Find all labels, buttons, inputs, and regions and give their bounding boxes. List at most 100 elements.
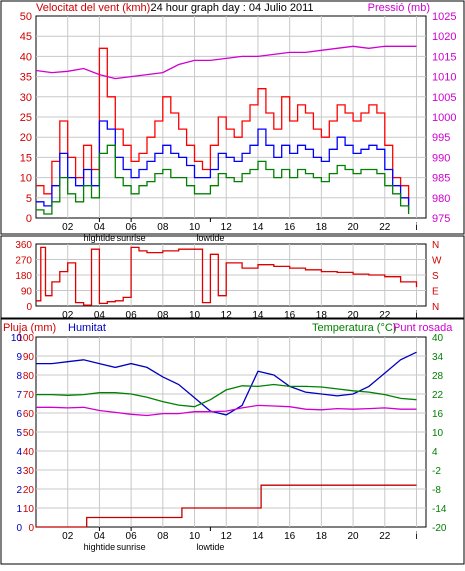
pressure-axis-label: Pressió (mb) [368, 2, 430, 14]
x-tick-label: 18 [316, 310, 328, 321]
direction-series [36, 246, 418, 306]
right-tick-label: -8 [432, 485, 441, 496]
rain-axis-label: Pluja (mm) [3, 322, 56, 334]
series-line-pressi- [35, 45, 417, 80]
x-tick-label: 14 [252, 310, 264, 321]
left-tick-label: 40 [20, 51, 32, 63]
right-tick-label: 1015 [432, 51, 456, 63]
left-tick-label: 270 [15, 256, 32, 267]
weather-event-markers: hightide sunrise lowtide [84, 527, 224, 552]
left-tick-label: 0 [26, 302, 32, 313]
right-tick-label: 1020 [432, 31, 456, 43]
dewpoint-axis-label: Punt rosada [393, 322, 453, 334]
right-tick-label: 1025 [432, 11, 456, 23]
x-tick-label: 14 [252, 531, 264, 542]
left-tick-label: 20 [23, 485, 35, 496]
left-inner-tick-label: 0 [16, 523, 22, 534]
x-tick-label: 06 [126, 531, 138, 542]
right-tick-label: 995 [432, 132, 450, 144]
x-tick-label: 06 [126, 310, 138, 321]
weather-right-ticks: -20 -14 -8 -2 4 10 16 22 28 34 40 [432, 333, 447, 534]
x-tick-label: 10 [189, 222, 201, 233]
event-marker-label: hightide [84, 542, 116, 552]
wind-series [35, 45, 417, 215]
right-tick-label: 10 [432, 428, 444, 439]
temperature-axis-label: Temperatura (°C) [312, 322, 396, 334]
left-inner-tick-label: 3 [16, 466, 22, 477]
series-line-velocitat-mitjana [36, 144, 410, 215]
left-inner-tick-label: 10 [11, 333, 23, 344]
x-tick-label: 10 [189, 531, 201, 542]
right-tick-label: N [432, 240, 439, 251]
left-inner-tick-label: 8 [16, 371, 22, 382]
event-marker-label: lowtide [196, 233, 224, 243]
left-tick-label: 90 [23, 352, 35, 363]
left-tick-label: 50 [23, 428, 35, 439]
x-tick-label: 20 [348, 222, 360, 233]
right-tick-label: 4 [432, 447, 438, 458]
left-tick-label: 30 [23, 466, 35, 477]
right-tick-label: W [432, 256, 442, 267]
humidity-axis-label: Humitat [68, 322, 106, 334]
x-tick-label: 08 [157, 310, 169, 321]
x-tick-label: 22 [379, 222, 391, 233]
left-tick-label: 360 [15, 240, 32, 251]
right-tick-label: 975 [432, 213, 450, 225]
x-tick-label: 20 [348, 531, 360, 542]
weather-series [36, 351, 417, 528]
left-tick-label: 180 [15, 271, 32, 282]
x-tick-label: 10 [189, 310, 201, 321]
left-tick-label: 35 [20, 72, 32, 84]
weather-x-ticks: 02 04 06 08 10 12 14 16 18 20 22 i [62, 531, 417, 542]
left-inner-tick-label: 2 [16, 485, 22, 496]
weather-gridlines [36, 337, 426, 527]
x-tick-label: 02 [62, 222, 74, 233]
series-line-velocitat-del-vent [36, 47, 410, 206]
right-tick-label: 985 [432, 173, 450, 185]
left-inner-tick-label: 7 [16, 390, 22, 401]
left-tick-label: 20 [20, 132, 32, 144]
direction-panel-frame [0, 235, 465, 319]
left-tick-label: 40 [23, 447, 35, 458]
wind-right-ticks: 975 980 985 990 995 1000 1005 1010 1015 1020 1025 [432, 11, 456, 225]
left-tick-label: 80 [23, 371, 35, 382]
x-tick-label: 08 [157, 531, 169, 542]
event-marker-label: hightide [84, 233, 116, 243]
x-tick-label: 02 [62, 310, 74, 321]
left-tick-label: 70 [23, 390, 35, 401]
x-tick-label: i [415, 310, 417, 321]
x-tick-label: 22 [379, 531, 391, 542]
left-tick-label: 10 [23, 504, 35, 515]
x-tick-label: 22 [379, 310, 391, 321]
right-tick-label: -20 [432, 523, 447, 534]
x-tick-label: 16 [284, 310, 296, 321]
left-tick-label: 25 [20, 112, 32, 124]
event-marker-label: sunrise [117, 233, 146, 243]
direction-x-ticks: 02 04 06 08 10 12 14 16 18 20 22 i [62, 310, 417, 321]
right-tick-label: 28 [432, 371, 444, 382]
wind-panel-frame [0, 0, 465, 235]
right-tick-label: -14 [432, 504, 447, 515]
x-tick-label: 16 [284, 222, 296, 233]
series-line-direcci-del-vent [36, 246, 418, 306]
x-tick-label: 08 [157, 222, 169, 233]
right-tick-label: 990 [432, 152, 450, 164]
series-line-temperatura [36, 383, 417, 408]
right-tick-label: 22 [432, 390, 444, 401]
direction-left-ticks: 0 90 180 270 360 [15, 240, 32, 313]
left-tick-label: 0 [28, 523, 34, 534]
left-tick-label: 60 [23, 409, 35, 420]
series-line-punt-rosada [36, 404, 417, 417]
series-line-pluja [36, 484, 417, 528]
x-tick-label: 04 [94, 531, 106, 542]
x-tick-label: i [415, 531, 417, 542]
right-tick-label: 1000 [432, 112, 456, 124]
right-tick-label: 40 [432, 333, 444, 344]
left-tick-label: 45 [20, 31, 32, 43]
